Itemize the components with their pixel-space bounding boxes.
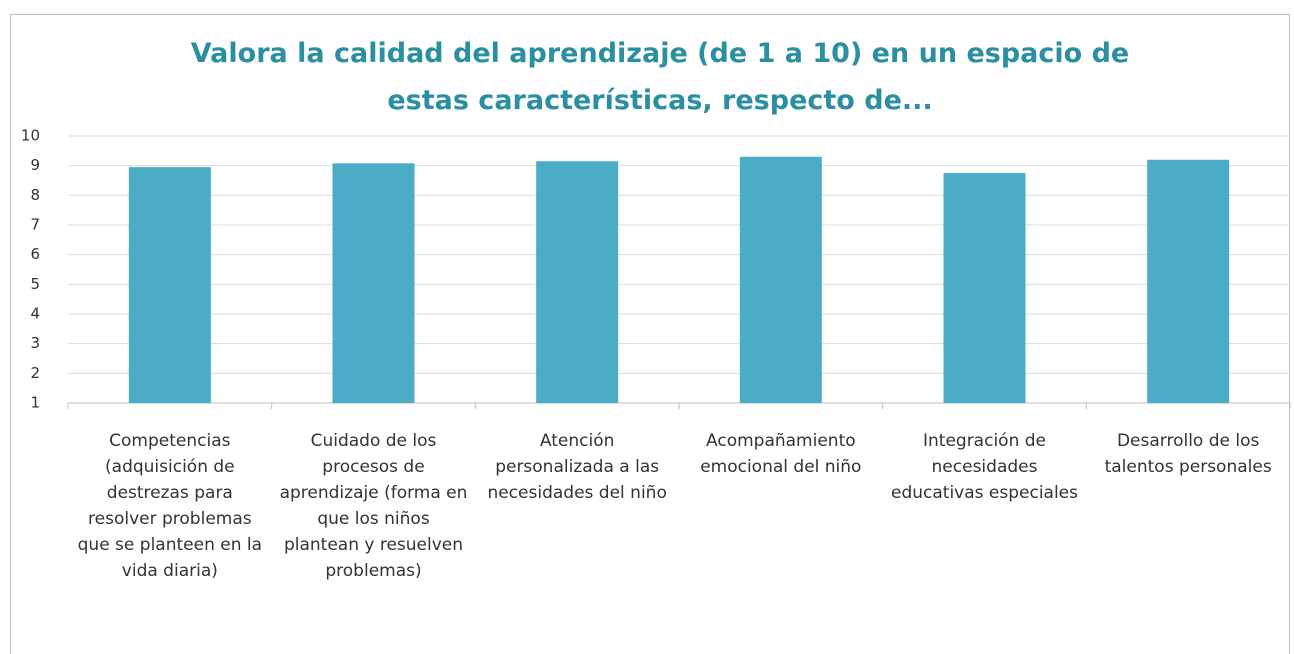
y-tick-label: 7 [30, 216, 40, 234]
y-tick-label: 3 [30, 334, 40, 352]
x-tick-label: Integración de necesidades educativas es… [890, 431, 1078, 503]
x-tick-label: Desarrollo de los talentos personales [1104, 431, 1272, 477]
x-tick-label: Acompañamiento emocional del niño [700, 431, 862, 477]
bar [943, 173, 1026, 403]
y-tick-label: 9 [30, 156, 40, 174]
y-tick-label: 5 [30, 275, 40, 293]
y-tick-label: 6 [30, 245, 40, 263]
x-tick-label: Cuidado de los procesos de aprendizaje (… [279, 431, 468, 581]
bar [332, 163, 415, 403]
bar [128, 167, 211, 403]
y-tick-label: 8 [30, 186, 40, 204]
y-tick-label: 10 [21, 127, 40, 145]
bar [739, 156, 822, 403]
chart-frame [10, 14, 1290, 654]
chart-title: Valora la calidad del aprendizaje (de 1 … [190, 38, 1130, 116]
bar [536, 161, 619, 403]
x-tick-label: Competencias (adquisición de destrezas p… [77, 431, 263, 581]
x-tick-label: Atención personalizada a las necesidades… [487, 431, 667, 503]
bar [1147, 159, 1230, 403]
y-tick-label: 2 [30, 364, 40, 382]
y-tick-label: 4 [30, 305, 40, 323]
y-tick-label: 1 [30, 394, 40, 412]
